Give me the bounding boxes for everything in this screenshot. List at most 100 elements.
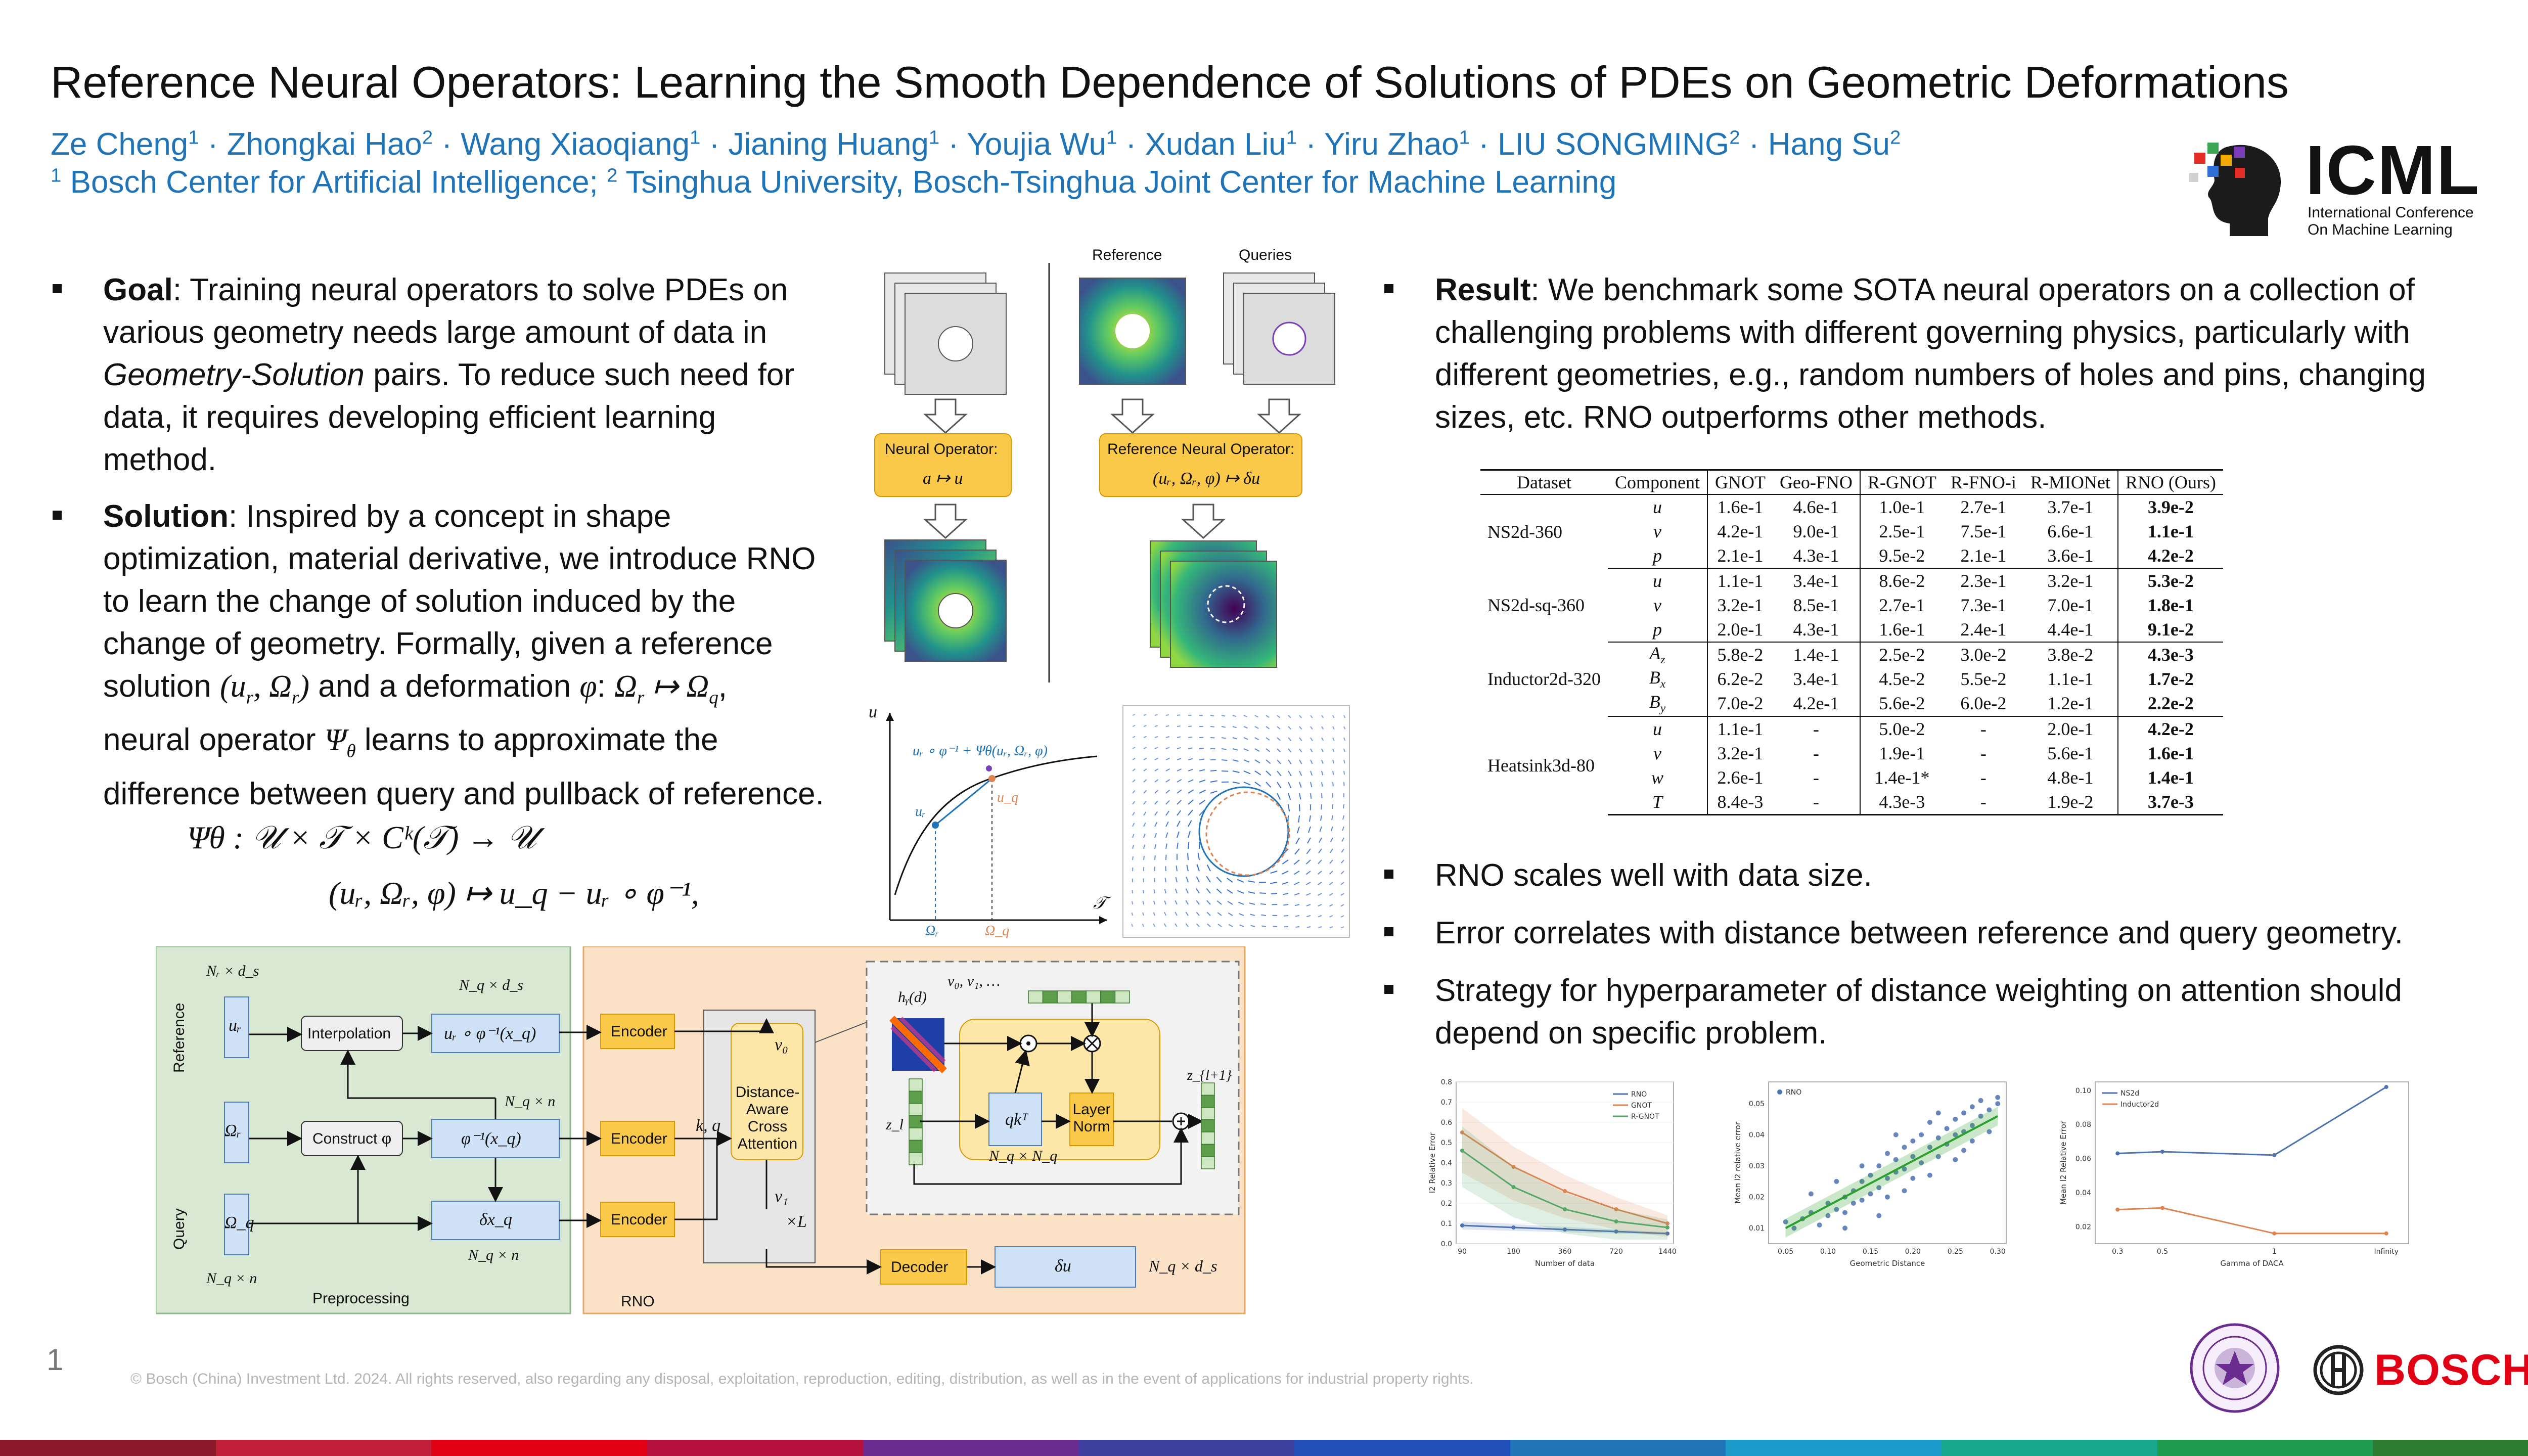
embedding-cell [1201,1131,1215,1145]
author-name: Jianing Huang [728,127,929,162]
solution-text: to learn the change of solution induced … [103,584,736,619]
y-tick-label: 0.04 [1749,1131,1765,1140]
vector-arrow [1165,843,1167,849]
table-cell: - [1980,718,1987,739]
vector-arrow [1266,726,1270,730]
vector-arrow [1143,878,1144,883]
dim-output: N_q × d_s [1149,1257,1217,1275]
vector-arrow [1210,780,1217,783]
data-point [1563,1189,1567,1193]
nqnq-label: N_q × N_q [989,1148,1058,1164]
y-tick-label: 0.5 [1441,1139,1452,1147]
dataset-cell: NS2d-sq-360 [1487,595,1585,615]
author-affil-sup: 2 [422,126,433,149]
stripe-segment [215,1440,432,1456]
vector-arrow [1177,768,1182,771]
neural-operator-map: a ↦ u [923,469,963,488]
daca-line: Distance- [735,1084,800,1101]
table-cell: 1.1e-1 [2047,669,2094,690]
rno-panel-label: RNO [621,1293,655,1310]
goal-text: various geometry needs large amount of d… [103,315,768,350]
vector-arrow [1177,779,1182,783]
vector-arrow [1165,747,1170,749]
vector-arrow [1154,844,1156,849]
bosch-wordmark: BOSCH [2374,1346,2528,1394]
phi-inv-box: φ⁻¹(x_q) [461,1129,521,1148]
vector-arrow [1177,821,1181,827]
table-cell: 4.2e-1 [1772,691,1860,717]
vector-arrow [1254,770,1261,776]
embedding-cell [1057,990,1072,1004]
vector-arrow [1132,823,1135,827]
vector-arrow [1196,900,1200,905]
data-point [1460,1223,1464,1227]
vector-arrow [1199,779,1206,783]
data-point [1614,1219,1618,1223]
data-point [1665,1221,1669,1225]
stripe-segment [431,1440,648,1456]
author-affil-sup: 1 [928,126,940,149]
bullet-marker [1384,985,1393,994]
vector-arrow [1154,725,1158,727]
vector-arrow [1143,757,1147,760]
solution-bullet: Solution: Inspired by a concept in shape… [53,495,872,815]
vector-arrow [1143,844,1145,849]
scatter-point [1978,1113,1983,1119]
x-tick-label: 0.05 [1778,1248,1793,1256]
vector-arrow [1227,889,1233,894]
dim-nq-n: N_q × n [505,1093,556,1110]
data-point [1460,1149,1464,1153]
vector-arrow [1132,801,1136,805]
distance-chart-svg: 0.01 0.02 0.03 0.04 0.05 0.05 0.10 0.15 0.20 0.25… [1733,1081,2007,1268]
vector-arrow [1277,770,1282,777]
vector-arrow [1342,804,1344,809]
goal-bullet: Goal: Training neural operators to solve… [53,269,872,481]
table-cell: 2.1e-1 [1706,543,1773,569]
vector-arrow [1320,815,1322,821]
scatter-point [1876,1163,1882,1169]
vector-arrow [1243,715,1248,717]
vector-arrow [1340,882,1344,885]
table-header: Geo-FNO [1772,469,1860,495]
vector-arrow [1210,715,1214,716]
vector-arrow [1340,893,1344,896]
vector-arrow [1288,715,1291,718]
table-cell: 4.2e-2 [2117,716,2223,741]
vector-arrow [1343,748,1345,752]
plot-area [2095,1081,2409,1244]
input-omega-r: Ωᵣ [224,1121,241,1140]
vector-arrow [1196,888,1200,894]
vector-arrow [1282,882,1289,885]
vector-arrow [1132,890,1133,894]
query-hole [1205,791,1290,876]
affiliations: 1 Bosch Center for Artificial Intelligen… [51,164,1616,200]
vector-arrow [1132,757,1136,760]
vector-arrow [1340,904,1344,907]
y-axis-label: Mean l2 relative error [1733,1121,1742,1204]
vector-arrow [1283,904,1289,906]
scaling-text: RNO scales well with data size. [1435,858,1872,893]
table-header: R-GNOT [1859,469,1944,495]
vector-arrow [1343,715,1346,718]
vector-arrow [1132,724,1136,727]
table-cell: 2.4e-1 [1943,617,2023,643]
vector-arrow [1332,759,1335,764]
y-tick-label: 0.05 [1749,1100,1765,1108]
scatter-point [1859,1178,1865,1184]
table-cell: 9.1e-2 [2117,617,2223,643]
vector-arrow [1175,923,1178,927]
vector-arrow [1321,737,1324,741]
vector-arrow [1188,820,1192,827]
table-row: NS2d-360 u 1.6e-1 4.6e-1 1.0e-1 2.7e-1 3.7e-1 3… [1480,494,2223,542]
vector-arrow [1310,748,1313,753]
reference-axis-label: Reference [171,1003,188,1073]
table-cell: 2.3e-1 [1960,571,2007,591]
scatter-point [1935,1135,1941,1141]
table-cell: 6.6e-1 [2047,521,2094,541]
vector-arrow [1199,758,1205,760]
layernorm-box: Layer Norm [1071,1101,1112,1135]
table-cell: 2.2e-2 [2117,691,2223,717]
vector-arrow [1154,833,1157,838]
y-tick-label: 0.0 [1441,1240,1452,1248]
y-axis-label: Mean l2 Relative Error [2059,1120,2068,1205]
